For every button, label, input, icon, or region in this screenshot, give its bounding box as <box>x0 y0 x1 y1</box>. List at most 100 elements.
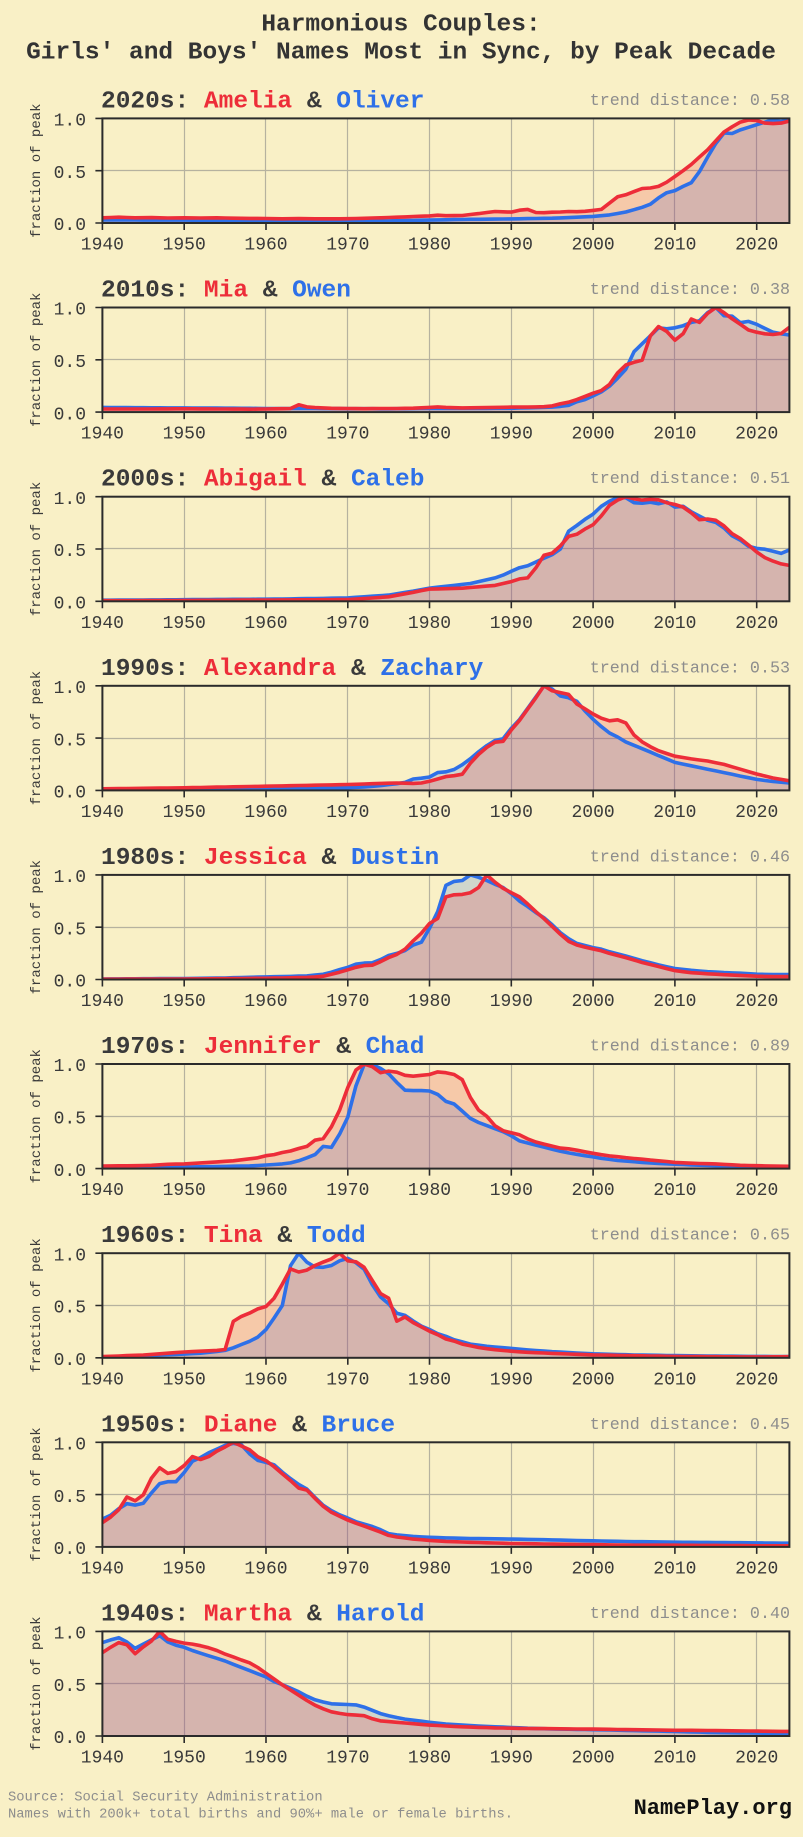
svg-text:0.5: 0.5 <box>54 542 86 562</box>
svg-text:0.5: 0.5 <box>54 353 86 373</box>
svg-text:2000: 2000 <box>571 1181 614 1201</box>
svg-text:2010: 2010 <box>653 614 696 634</box>
svg-text:1970: 1970 <box>326 1181 369 1201</box>
svg-text:0.5: 0.5 <box>54 164 86 184</box>
svg-text:1950: 1950 <box>163 1559 206 1579</box>
svg-text:2000: 2000 <box>571 425 614 445</box>
svg-text:1990: 1990 <box>490 1749 533 1769</box>
svg-text:Girls' and Boys' Names Most in: Girls' and Boys' Names Most in Sync, by … <box>26 40 776 67</box>
svg-text:1960: 1960 <box>244 614 287 634</box>
svg-text:2000: 2000 <box>571 1749 614 1769</box>
svg-text:1.0: 1.0 <box>54 1057 86 1077</box>
svg-text:1980: 1980 <box>408 803 451 823</box>
svg-text:2000: 2000 <box>571 614 614 634</box>
svg-text:1970: 1970 <box>326 992 369 1012</box>
svg-text:0.0: 0.0 <box>54 784 86 804</box>
svg-text:1960s: Tina & Todd: 1960s: Tina & Todd <box>101 1223 366 1250</box>
svg-text:Names with 200k+ total births: Names with 200k+ total births and 90%+ m… <box>8 1807 513 1823</box>
svg-text:0.0: 0.0 <box>54 1351 86 1371</box>
svg-text:1960: 1960 <box>244 1749 287 1769</box>
svg-text:1970s: Jennifer & Chad: 1970s: Jennifer & Chad <box>101 1034 424 1061</box>
svg-text:1980: 1980 <box>408 614 451 634</box>
svg-text:1940s: Martha & Harold: 1940s: Martha & Harold <box>101 1601 424 1628</box>
svg-text:1950: 1950 <box>163 236 206 256</box>
svg-text:1940: 1940 <box>81 236 124 256</box>
svg-text:0.5: 0.5 <box>54 1677 86 1697</box>
svg-text:fraction of peak: fraction of peak <box>29 860 45 994</box>
svg-text:0.5: 0.5 <box>54 1488 86 1508</box>
svg-text:1970: 1970 <box>326 803 369 823</box>
svg-text:2010s: Mia & Owen: 2010s: Mia & Owen <box>101 278 351 305</box>
svg-text:1960: 1960 <box>244 992 287 1012</box>
svg-text:2020: 2020 <box>735 236 778 256</box>
svg-text:1990: 1990 <box>490 1181 533 1201</box>
svg-text:1980: 1980 <box>408 1749 451 1769</box>
svg-text:1.0: 1.0 <box>54 301 86 321</box>
svg-text:1950: 1950 <box>163 992 206 1012</box>
svg-text:2010: 2010 <box>653 425 696 445</box>
svg-text:2020: 2020 <box>735 803 778 823</box>
svg-text:2000: 2000 <box>571 1370 614 1390</box>
svg-text:1940: 1940 <box>81 614 124 634</box>
svg-text:1940: 1940 <box>81 803 124 823</box>
svg-text:2020: 2020 <box>735 1370 778 1390</box>
svg-text:0.0: 0.0 <box>54 405 86 425</box>
svg-text:1970: 1970 <box>326 1370 369 1390</box>
svg-text:1970: 1970 <box>326 425 369 445</box>
svg-text:2000: 2000 <box>571 992 614 1012</box>
svg-text:1.0: 1.0 <box>54 1246 86 1266</box>
svg-text:2020: 2020 <box>735 425 778 445</box>
svg-text:1990: 1990 <box>490 614 533 634</box>
svg-text:1980: 1980 <box>408 992 451 1012</box>
svg-text:fraction of peak: fraction of peak <box>29 671 45 805</box>
svg-text:1970: 1970 <box>326 236 369 256</box>
svg-text:1980: 1980 <box>408 1559 451 1579</box>
svg-text:1940: 1940 <box>81 1559 124 1579</box>
svg-text:1980: 1980 <box>408 1181 451 1201</box>
svg-text:2020: 2020 <box>735 992 778 1012</box>
svg-text:fraction of peak: fraction of peak <box>29 482 45 616</box>
svg-text:1.0: 1.0 <box>54 1436 86 1456</box>
svg-text:0.0: 0.0 <box>54 1540 86 1560</box>
svg-text:0.5: 0.5 <box>54 1110 86 1130</box>
svg-text:2020: 2020 <box>735 1559 778 1579</box>
svg-text:1970: 1970 <box>326 1559 369 1579</box>
svg-text:1990: 1990 <box>490 1559 533 1579</box>
svg-text:2010: 2010 <box>653 992 696 1012</box>
svg-text:1940: 1940 <box>81 992 124 1012</box>
svg-text:1960: 1960 <box>244 1370 287 1390</box>
svg-text:trend distance: 0.65: trend distance: 0.65 <box>590 1227 790 1246</box>
svg-text:1950: 1950 <box>163 803 206 823</box>
svg-text:1980: 1980 <box>408 236 451 256</box>
svg-text:0.0: 0.0 <box>54 973 86 993</box>
svg-text:2000: 2000 <box>571 236 614 256</box>
svg-text:2020: 2020 <box>735 1749 778 1769</box>
svg-text:1970: 1970 <box>326 1749 369 1769</box>
svg-text:1950: 1950 <box>163 614 206 634</box>
svg-text:2020s: Amelia & Oliver: 2020s: Amelia & Oliver <box>101 88 424 115</box>
svg-text:1960: 1960 <box>244 1181 287 1201</box>
svg-text:1980: 1980 <box>408 425 451 445</box>
svg-text:trend distance: 0.51: trend distance: 0.51 <box>590 470 790 489</box>
svg-text:fraction of peak: fraction of peak <box>29 1616 45 1750</box>
svg-text:1960: 1960 <box>244 236 287 256</box>
svg-text:2000s: Abigail & Caleb: 2000s: Abigail & Caleb <box>101 467 424 494</box>
svg-text:0.0: 0.0 <box>54 1162 86 1182</box>
svg-text:2010: 2010 <box>653 1181 696 1201</box>
svg-text:2020: 2020 <box>735 614 778 634</box>
svg-text:0.0: 0.0 <box>54 595 86 615</box>
svg-text:1960: 1960 <box>244 1559 287 1579</box>
svg-text:2010: 2010 <box>653 1370 696 1390</box>
svg-text:NamePlay.org: NamePlay.org <box>634 1796 792 1821</box>
svg-text:1990: 1990 <box>490 236 533 256</box>
svg-text:1990: 1990 <box>490 425 533 445</box>
svg-text:fraction of peak: fraction of peak <box>29 1049 45 1183</box>
svg-text:Harmonious Couples:: Harmonious Couples: <box>261 12 540 39</box>
svg-text:trend distance: 0.53: trend distance: 0.53 <box>590 659 790 678</box>
svg-text:1980: 1980 <box>408 1370 451 1390</box>
svg-text:2000: 2000 <box>571 803 614 823</box>
svg-text:0.0: 0.0 <box>54 1729 86 1749</box>
svg-text:1990s: Alexandra & Zachary: 1990s: Alexandra & Zachary <box>101 656 484 683</box>
svg-text:fraction of peak: fraction of peak <box>29 1427 45 1561</box>
svg-text:Source: Social Security Admini: Source: Social Security Administration <box>8 1790 323 1806</box>
